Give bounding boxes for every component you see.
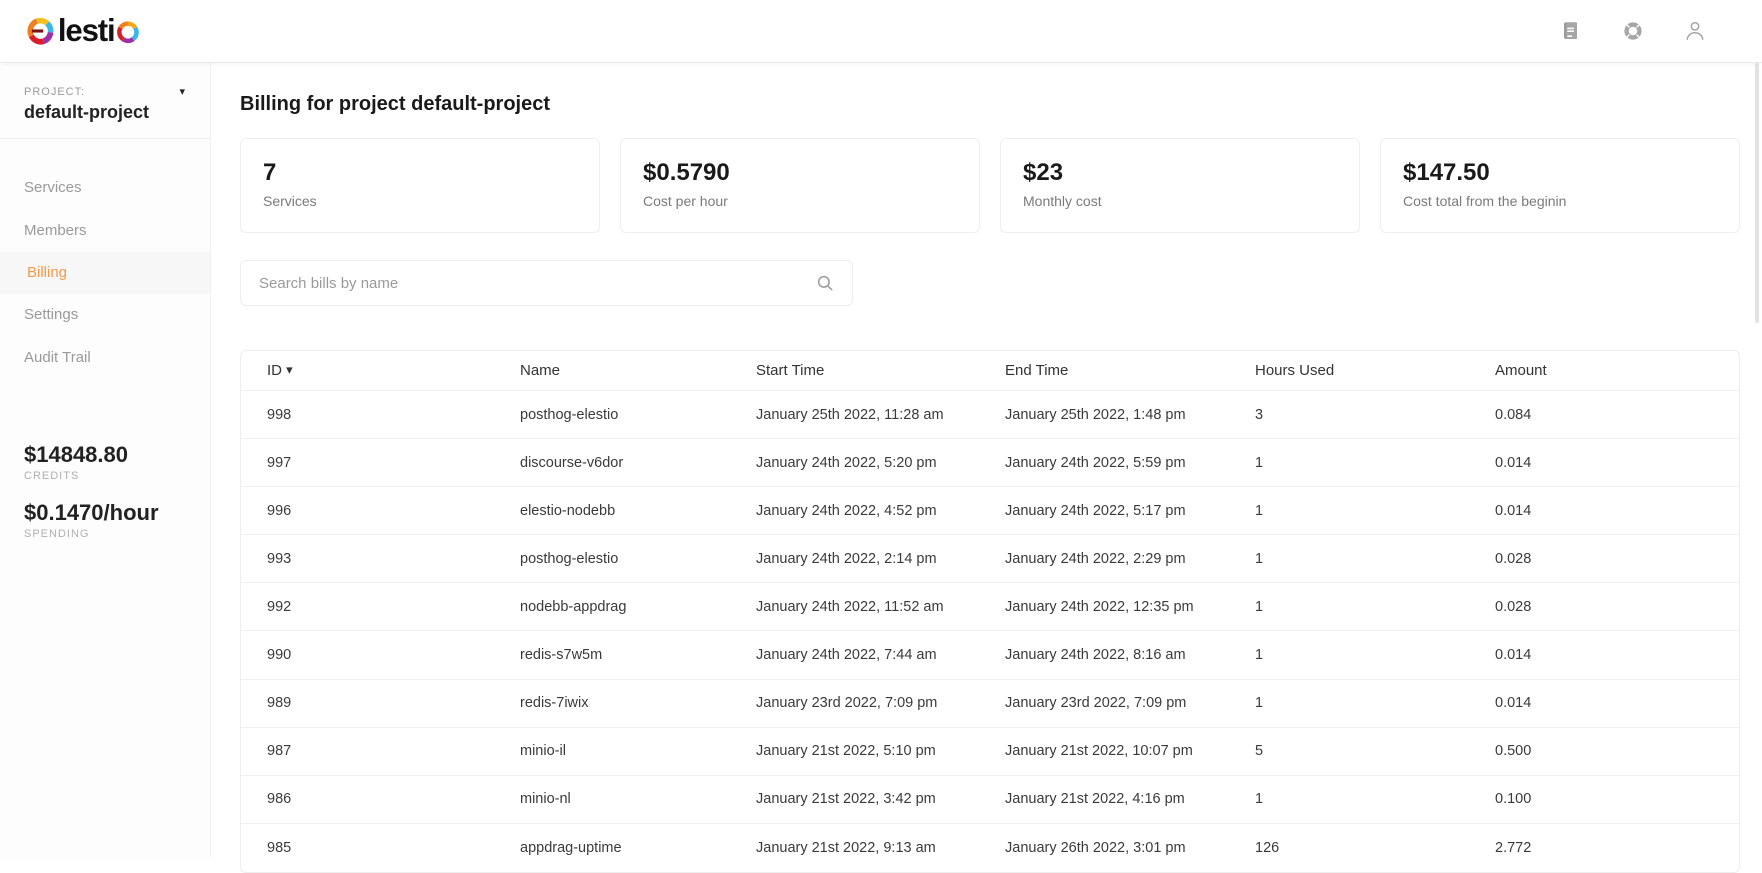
svg-text:lesti: lesti [58,13,115,48]
